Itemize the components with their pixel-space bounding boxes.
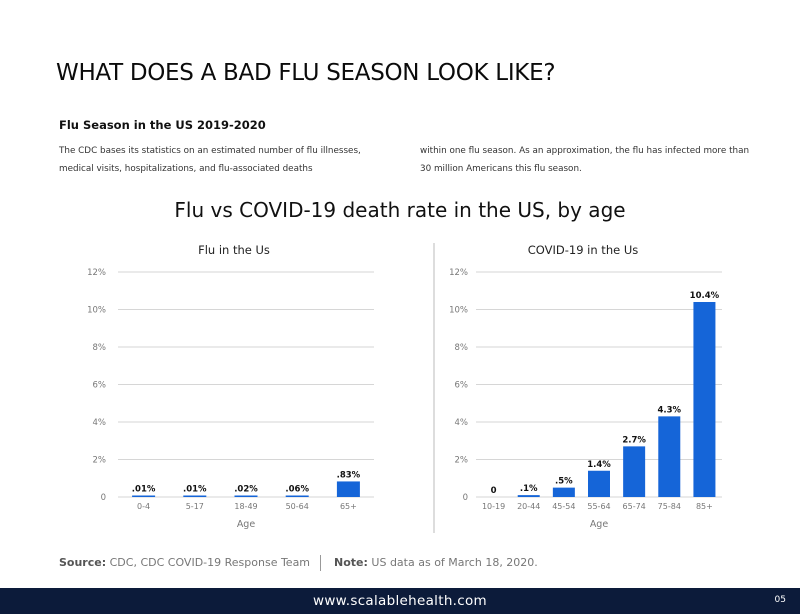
section-subtitle: Flu Season in the US 2019-2020 — [59, 118, 266, 132]
footer-bar: www.scalablehealth.com 05 — [0, 588, 800, 614]
panel-title-1: COVID-19 in the Us — [528, 243, 639, 257]
x-tick-label: 75-84 — [658, 502, 681, 511]
y-tick-label: 4% — [93, 418, 107, 428]
bar-0-1 — [183, 495, 207, 497]
data-label: .01% — [132, 485, 156, 495]
y-tick-label: 12% — [449, 268, 468, 278]
panel-title-0: Flu in the Us — [198, 243, 270, 257]
y-tick-label: 0 — [101, 493, 106, 503]
x-tick-label: 85+ — [696, 502, 713, 511]
bar-0-2 — [234, 495, 258, 497]
x-tick-label: 20-44 — [517, 502, 540, 511]
data-label: 10.4% — [690, 291, 720, 301]
data-label: 1.4% — [587, 460, 611, 470]
bar-0-3 — [285, 495, 309, 497]
data-label: 4.3% — [657, 405, 681, 415]
x-tick-label: 50-64 — [286, 502, 309, 511]
x-axis-label-0: Age — [237, 519, 256, 530]
source-label: Source: — [59, 556, 107, 569]
y-tick-label: 8% — [455, 343, 469, 353]
data-label: .83% — [337, 470, 361, 480]
x-tick-label: 65+ — [340, 502, 357, 511]
bar-0-4 — [336, 481, 360, 497]
bar-0-0 — [132, 495, 156, 497]
y-tick-label: 10% — [87, 306, 106, 316]
footer-url-link[interactable]: www.scalablehealth.com — [312, 593, 487, 609]
source-note: Source: CDC, CDC COVID-19 Response Team … — [59, 555, 538, 571]
x-tick-label: 65-74 — [623, 502, 646, 511]
page-number: 05 — [774, 595, 786, 605]
bar-1-1 — [517, 495, 540, 497]
bar-1-6 — [693, 302, 716, 497]
y-tick-label: 4% — [455, 418, 469, 428]
data-label: .06% — [285, 485, 309, 495]
bar-1-3 — [588, 470, 610, 497]
y-tick-label: 10% — [449, 306, 468, 316]
x-tick-label: 55-64 — [587, 502, 610, 511]
intro-paragraph-right: within one flu season. As an approximati… — [420, 146, 750, 174]
data-label: .01% — [183, 485, 207, 495]
bar-1-4 — [623, 446, 646, 497]
data-label: .1% — [520, 484, 538, 494]
y-tick-label: 2% — [455, 456, 469, 466]
note-label: Note: — [334, 556, 368, 569]
x-tick-label: 18-49 — [234, 502, 257, 511]
y-tick-label: 12% — [87, 268, 106, 278]
x-tick-label: 45-54 — [552, 502, 575, 511]
data-label: 2.7% — [622, 435, 646, 445]
x-tick-label: 5-17 — [186, 502, 204, 511]
y-tick-label: 8% — [93, 343, 107, 353]
data-label: 0 — [491, 486, 497, 496]
y-tick-label: 0 — [463, 493, 468, 503]
bar-1-2 — [552, 487, 575, 497]
y-tick-label: 2% — [93, 456, 107, 466]
chart-heading: Flu vs COVID-19 death rate in the US, by… — [174, 198, 626, 222]
note-text: US data as of March 18, 2020. — [371, 556, 538, 569]
y-tick-label: 6% — [455, 381, 469, 391]
footer-divider — [319, 555, 321, 571]
source-text: CDC, CDC COVID-19 Response Team — [109, 556, 311, 569]
data-label: .02% — [234, 485, 258, 495]
bar-1-5 — [658, 416, 681, 497]
x-tick-label: 0-4 — [137, 502, 150, 511]
x-tick-label: 10-19 — [482, 502, 505, 511]
intro-paragraph-left: The CDC bases its statistics on an estim… — [59, 146, 361, 174]
page-title: WHAT DOES A BAD FLU SEASON LOOK LIKE? — [56, 60, 556, 86]
y-tick-label: 6% — [93, 381, 107, 391]
data-label: .5% — [555, 477, 573, 487]
x-axis-label-1: Age — [590, 519, 609, 530]
